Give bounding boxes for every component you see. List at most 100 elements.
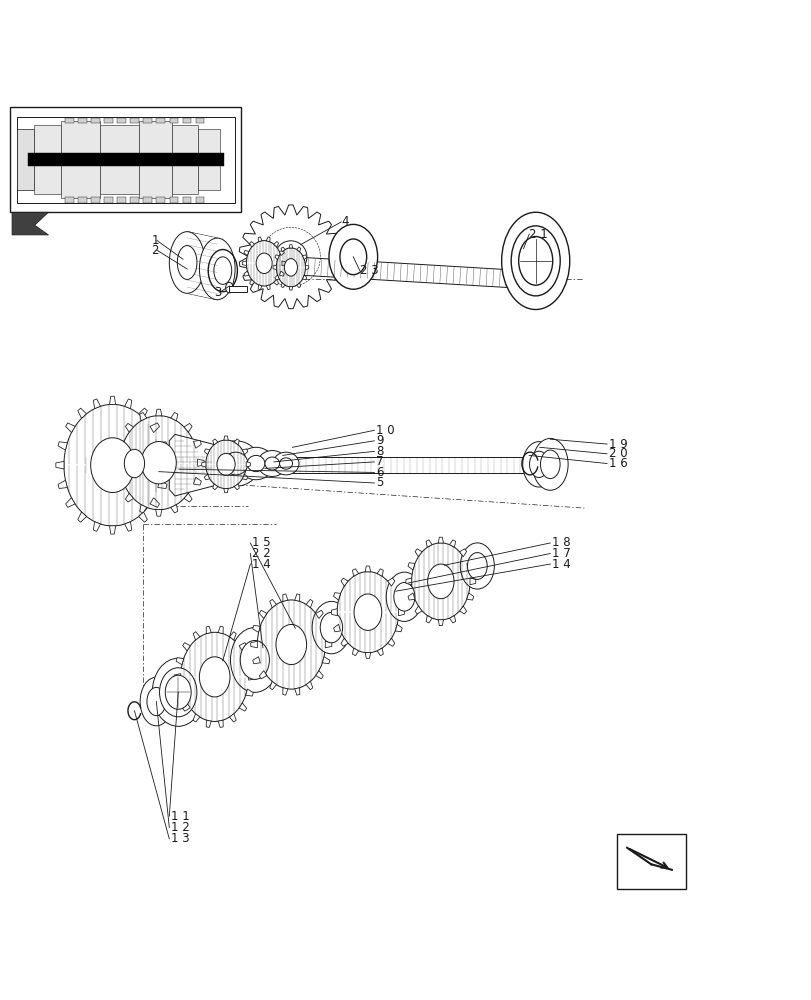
Polygon shape [238, 643, 247, 651]
Polygon shape [249, 242, 254, 247]
Polygon shape [109, 396, 115, 404]
Polygon shape [273, 280, 278, 285]
Bar [117, 118, 126, 123]
Polygon shape [273, 242, 278, 247]
Ellipse shape [165, 675, 191, 709]
Ellipse shape [460, 543, 494, 589]
Text: 1: 1 [151, 234, 159, 247]
Text: 1 5: 1 5 [251, 536, 270, 549]
Polygon shape [294, 688, 299, 695]
Ellipse shape [240, 640, 269, 679]
Polygon shape [109, 526, 115, 534]
Polygon shape [187, 232, 217, 300]
Polygon shape [279, 250, 284, 256]
Polygon shape [156, 409, 161, 416]
Polygon shape [252, 657, 260, 664]
Polygon shape [169, 434, 215, 496]
Polygon shape [157, 442, 167, 450]
Polygon shape [174, 674, 181, 680]
Bar [78, 197, 87, 203]
Polygon shape [204, 449, 209, 455]
Ellipse shape [511, 226, 560, 296]
Polygon shape [176, 689, 183, 696]
Polygon shape [438, 537, 443, 543]
Ellipse shape [354, 594, 381, 630]
Polygon shape [184, 493, 192, 502]
Polygon shape [387, 578, 394, 586]
Polygon shape [170, 413, 178, 421]
Bar [100, 125, 139, 194]
Bar [28, 153, 224, 166]
Bar [139, 121, 171, 198]
Bar [157, 118, 165, 123]
Polygon shape [249, 280, 254, 285]
Text: 1 2: 1 2 [170, 821, 190, 834]
Polygon shape [206, 626, 211, 634]
Polygon shape [157, 480, 167, 488]
Polygon shape [466, 593, 473, 600]
Polygon shape [333, 624, 340, 632]
Polygon shape [365, 653, 370, 658]
Polygon shape [176, 658, 183, 665]
Polygon shape [204, 474, 209, 480]
Polygon shape [258, 237, 262, 242]
Polygon shape [395, 624, 401, 632]
Ellipse shape [532, 438, 568, 490]
Polygon shape [272, 265, 276, 270]
Polygon shape [193, 632, 200, 640]
Ellipse shape [211, 441, 260, 486]
Polygon shape [259, 610, 267, 618]
Ellipse shape [328, 224, 377, 289]
Polygon shape [139, 408, 147, 418]
Polygon shape [12, 212, 49, 235]
Polygon shape [289, 287, 292, 290]
Polygon shape [315, 671, 323, 679]
Ellipse shape [91, 438, 135, 493]
Polygon shape [282, 688, 288, 695]
Polygon shape [238, 703, 247, 711]
Ellipse shape [518, 237, 552, 285]
Polygon shape [459, 606, 466, 614]
Bar [171, 125, 198, 194]
Bar [91, 118, 100, 123]
Ellipse shape [225, 282, 233, 293]
Ellipse shape [247, 455, 264, 472]
Polygon shape [438, 620, 443, 626]
Polygon shape [306, 681, 312, 690]
Polygon shape [275, 275, 279, 280]
Bar [65, 197, 74, 203]
Ellipse shape [177, 246, 197, 279]
Polygon shape [251, 254, 509, 288]
Polygon shape [449, 540, 455, 547]
Polygon shape [248, 674, 255, 680]
Bar [17, 129, 34, 190]
Ellipse shape [337, 572, 398, 653]
Polygon shape [246, 689, 253, 696]
Polygon shape [139, 413, 147, 421]
Bar [78, 118, 87, 123]
Ellipse shape [386, 572, 422, 621]
Polygon shape [201, 462, 206, 467]
Polygon shape [281, 283, 285, 288]
Bar [61, 121, 100, 198]
Ellipse shape [141, 442, 176, 484]
Ellipse shape [272, 452, 298, 475]
Ellipse shape [529, 451, 547, 477]
Ellipse shape [257, 600, 325, 689]
Text: 2 3: 2 3 [359, 264, 378, 277]
Bar [157, 197, 165, 203]
Polygon shape [197, 459, 204, 466]
Text: 1 4: 1 4 [251, 558, 270, 571]
Ellipse shape [255, 253, 272, 274]
Polygon shape [341, 578, 348, 586]
Ellipse shape [279, 458, 292, 469]
Text: 6: 6 [375, 466, 383, 479]
Polygon shape [376, 648, 383, 656]
Ellipse shape [522, 442, 555, 487]
Polygon shape [266, 237, 270, 242]
Polygon shape [322, 625, 329, 632]
Polygon shape [322, 657, 329, 664]
Text: 1 8: 1 8 [551, 536, 570, 549]
Polygon shape [58, 480, 67, 488]
Polygon shape [281, 261, 285, 266]
